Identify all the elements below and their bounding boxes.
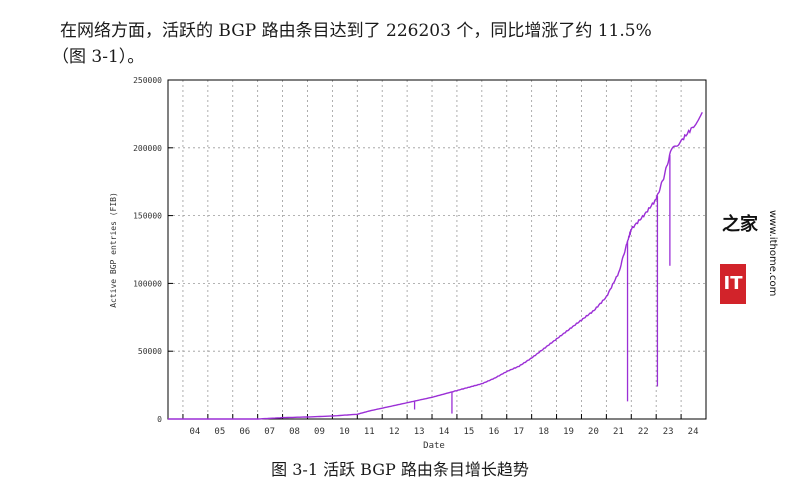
y-tick-label: 250000 <box>133 76 162 85</box>
plot-frame <box>167 79 707 420</box>
x-tick-label: 12 <box>389 427 400 437</box>
body-paragraph: 在网络方面，活跃的 BGP 路由条目达到了 226203 个，同比增涨了约 11… <box>52 18 780 70</box>
y-tick-label: 150000 <box>133 212 162 221</box>
x-tick-label: 08 <box>289 427 300 437</box>
figure-caption: 图 3-1 活跃 BGP 路由条目增长趋势 <box>271 460 529 479</box>
x-tick-label: 16 <box>488 427 499 437</box>
paragraph-line-2: （图 3-1）。 <box>52 47 145 67</box>
y-tick-label: 0 <box>157 415 162 424</box>
x-tick-label: 18 <box>538 427 549 437</box>
chart-grid <box>168 80 706 419</box>
x-tick-label: 14 <box>439 427 450 437</box>
x-tick-label: 07 <box>264 427 275 437</box>
x-tick-label: 23 <box>663 427 674 437</box>
it-logo-badge: IT <box>720 264 746 304</box>
y-tick-label: 100000 <box>133 279 162 288</box>
series-line <box>168 111 703 420</box>
x-tick-label: 06 <box>239 427 250 437</box>
y-axis: 0 50000 100000 150000 200000 250000 <box>133 76 173 424</box>
x-tick-label: 04 <box>190 427 201 437</box>
x-tick-label: 11 <box>364 427 375 437</box>
x-tick-label: 22 <box>638 427 649 437</box>
x-tick-label: 15 <box>464 427 475 437</box>
ithome-watermark: 之家 IT www.ithome.com <box>718 210 780 320</box>
x-tick-label: 20 <box>588 427 599 437</box>
paragraph-line-1: 在网络方面，活跃的 BGP 路由条目达到了 226203 个，同比增涨了约 11… <box>60 21 652 41</box>
x-tick-label: 09 <box>314 427 325 437</box>
series-group <box>168 111 703 420</box>
y-tick-label: 50000 <box>138 347 162 356</box>
x-axis-label: Date <box>423 441 445 451</box>
x-tick-label: 24 <box>688 427 699 437</box>
x-tick-label: 17 <box>513 427 524 437</box>
y-tick-label: 200000 <box>133 144 162 153</box>
watermark-chars: 之家 <box>722 214 758 235</box>
x-tick-label: 10 <box>339 427 350 437</box>
bgp-chart: 0 50000 100000 150000 200000 250000 04 05 06 07 0… <box>0 70 800 455</box>
x-tick-label: 21 <box>613 427 624 437</box>
x-axis: 04 05 06 07 08 09 10 11 12 13 14 15 16 17 18 19 20 21 22 23… <box>182 414 699 437</box>
x-tick-label: 05 <box>214 427 225 437</box>
x-tick-label: 19 <box>563 427 574 437</box>
watermark-url: www.ithome.com <box>767 210 778 297</box>
x-tick-label: 13 <box>414 427 425 437</box>
y-axis-label: Active BGP entries (FIB) <box>109 192 118 308</box>
